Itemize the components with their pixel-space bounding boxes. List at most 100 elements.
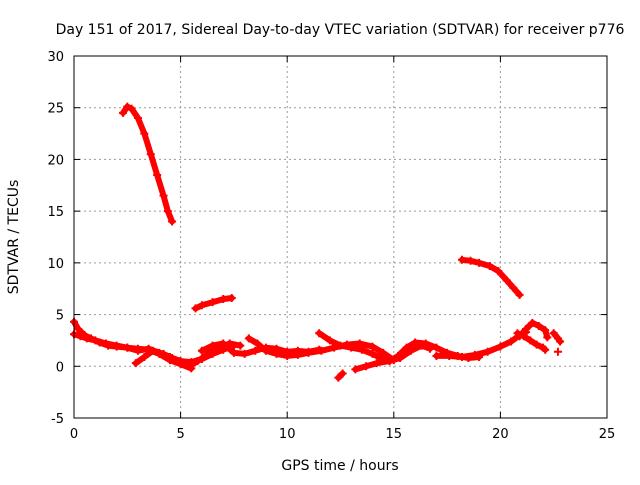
y-tick-label: 0 — [56, 360, 64, 375]
data-point-marker — [176, 359, 185, 368]
data-point-marker — [131, 359, 140, 368]
data-point-marker — [197, 301, 206, 310]
data-point-marker — [485, 261, 494, 270]
data-point-marker — [208, 341, 217, 350]
data-point-marker — [76, 332, 85, 341]
data-point-marker — [197, 346, 206, 355]
data-point-marker — [191, 304, 200, 313]
data-point-marker — [385, 357, 394, 366]
data-point-marker — [112, 341, 121, 350]
chart-title: Day 151 of 2017, Sidereal Day-to-day VTE… — [56, 22, 625, 38]
data-point-marker — [526, 336, 535, 345]
data-point-marker — [74, 325, 83, 334]
y-tick-label: 5 — [56, 309, 64, 324]
data-point-marker — [325, 336, 334, 345]
data-point-marker — [133, 346, 142, 355]
data-point-marker — [123, 102, 132, 111]
data-point-marker — [362, 362, 371, 371]
y-tick-label: 15 — [47, 205, 64, 220]
data-point-marker — [432, 351, 441, 360]
data-point-marker — [502, 276, 511, 285]
data-point-marker — [159, 349, 168, 358]
series-band-i — [515, 318, 552, 342]
x-axis-label: GPS time / hours — [281, 458, 398, 474]
data-point-marker — [421, 339, 430, 348]
data-point-marker — [556, 337, 565, 346]
axis-ticks: 0 5 10 15 20 25 -5 0 5 10 15 20 25 30 — [47, 50, 615, 442]
data-point-marker — [315, 329, 324, 338]
y-axis-label: SDTVAR / TECUs — [6, 180, 22, 295]
data-point-marker — [402, 343, 411, 352]
data-point-marker — [253, 339, 262, 348]
data-point-marker — [496, 342, 505, 351]
data-point-marker — [185, 362, 194, 371]
data-point-marker — [193, 357, 202, 366]
data-point-marker — [458, 255, 467, 264]
data-point-marker — [168, 217, 177, 226]
series-fragment-right — [549, 329, 565, 346]
data-point-marker — [357, 345, 366, 354]
data-point-marker — [219, 339, 228, 348]
data-point-marker — [351, 365, 360, 374]
data-point-marker — [261, 346, 270, 355]
x-tick-label: 15 — [386, 427, 403, 442]
data-point-marker — [153, 170, 162, 179]
data-point-marker — [293, 350, 302, 359]
data-point-marker — [515, 290, 524, 299]
y-tick-label: 25 — [47, 102, 64, 117]
data-point-marker — [355, 339, 364, 348]
series-arc-evening — [458, 255, 524, 299]
data-point-marker — [494, 267, 503, 276]
data-point-marker — [119, 108, 128, 117]
data-point-marker — [528, 318, 537, 327]
y-tick-label: 30 — [47, 50, 64, 65]
data-point-marker — [519, 332, 528, 341]
data-point-marker — [146, 150, 155, 159]
y-tick-label: 20 — [47, 153, 64, 168]
data-point-marker — [509, 283, 518, 292]
data-point-marker — [541, 326, 550, 335]
data-point-marker — [127, 104, 136, 113]
data-point-marker — [244, 334, 253, 343]
data-point-marker — [133, 114, 142, 123]
data-point-marker — [470, 350, 479, 359]
data-point-marker — [534, 321, 543, 330]
data-point-marker — [549, 329, 558, 338]
data-point-marker — [334, 373, 343, 382]
data-point-marker — [317, 346, 326, 355]
data-point-marker — [445, 351, 454, 360]
x-tick-label: 0 — [70, 427, 78, 442]
data-point-marker — [283, 351, 292, 360]
data-point-marker — [475, 258, 484, 267]
data-point-marker — [394, 351, 403, 360]
data-point-marker — [91, 336, 100, 345]
data-point-marker — [532, 340, 541, 349]
data-point-marker — [272, 349, 281, 358]
data-point-marker — [483, 347, 492, 356]
data-point-marker — [411, 338, 420, 347]
x-tick-label: 10 — [279, 427, 296, 442]
data-point-marker — [553, 347, 562, 356]
data-point-marker — [521, 325, 530, 334]
data-point-marker — [368, 342, 377, 351]
data-point-marker — [140, 352, 149, 361]
y-tick-label: -5 — [51, 412, 64, 427]
data-point-marker — [513, 329, 522, 338]
plot-area-frame — [73, 55, 608, 419]
series-fragment-right-dot — [553, 347, 562, 356]
data-point-marker — [541, 345, 550, 354]
data-point-marker — [507, 337, 516, 346]
data-point-marker — [123, 343, 132, 352]
data-point-marker — [168, 354, 177, 363]
data-point-marker — [336, 341, 345, 350]
data-point-marker — [432, 343, 441, 352]
series-trace — [120, 103, 176, 225]
data-point-marker — [543, 333, 552, 342]
data-point-marker — [379, 348, 388, 357]
x-tick-label: 25 — [599, 427, 616, 442]
data-point-marker — [140, 129, 149, 138]
data-point-marker — [159, 191, 168, 200]
data-point-marker — [466, 256, 475, 265]
data-point-marker — [304, 348, 313, 357]
